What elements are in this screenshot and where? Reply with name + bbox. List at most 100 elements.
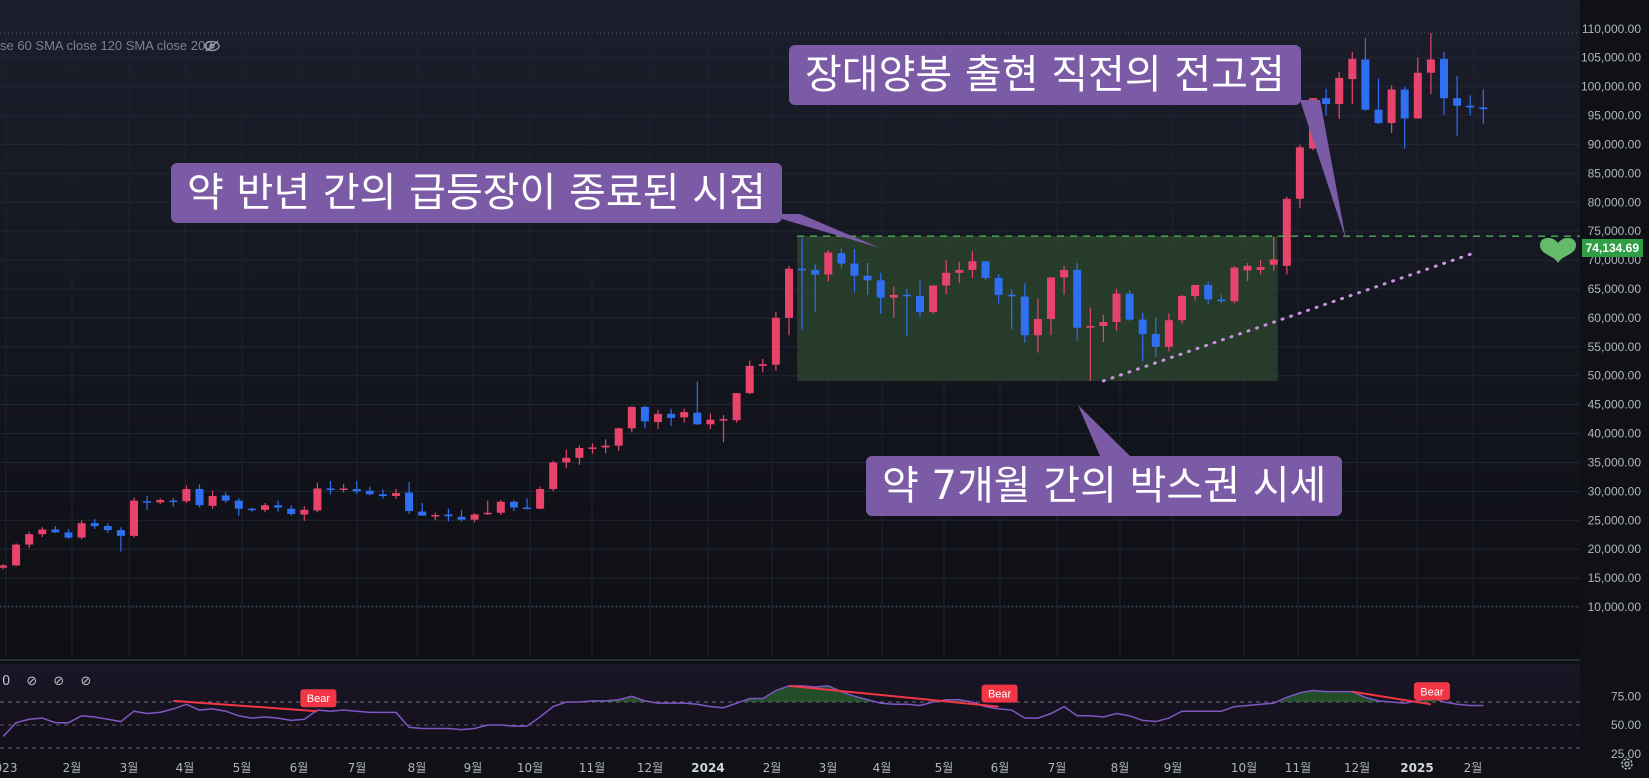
candle-body (785, 268, 793, 318)
candle-body (614, 428, 623, 446)
callout-pointers (765, 100, 1346, 456)
rsi-overbought-fill (743, 685, 875, 702)
price-tick-label: 40,000.00 (1588, 427, 1642, 441)
candle-body (1230, 267, 1239, 302)
price-tick-label: 85,000.00 (1588, 166, 1642, 180)
time-tick-label: 6월 (290, 761, 309, 775)
time-tick-label: 12월 (1344, 761, 1370, 775)
candle-body (929, 285, 938, 313)
candle-body (798, 268, 807, 271)
time-tick-label: 4월 (873, 761, 892, 775)
candle-body (850, 263, 859, 276)
bear-divergence-line (1352, 690, 1432, 706)
candle-body (1007, 294, 1016, 297)
callout-previous-high: 장대양봉 출현 직전의 전고점 (789, 45, 1301, 105)
price-tick-label: 105,000.00 (1581, 51, 1641, 65)
candle-body (706, 419, 715, 425)
candle-body (654, 413, 662, 422)
candle-body (1361, 59, 1370, 110)
rsi-line (2, 685, 1484, 738)
candle-body (588, 447, 597, 449)
pointer-previous-high (1300, 100, 1346, 240)
price-tick-label: 50,000.00 (1588, 369, 1642, 383)
candle-body (745, 365, 754, 394)
candle-body (287, 508, 296, 514)
axis-bg (1580, 0, 1649, 778)
candle-body (523, 507, 531, 510)
candles (0, 32, 1488, 570)
candle-body (955, 269, 964, 273)
candle-body (1269, 259, 1278, 265)
time-axis-bg (0, 756, 1580, 778)
time-tick-label: 2월 (1464, 761, 1483, 775)
rsi-visibility-toggles[interactable]: 0 ⊘ ⊘ ⊘ (2, 674, 98, 689)
candle-body (889, 294, 898, 298)
candle-body (234, 500, 243, 509)
candle-body (1125, 293, 1134, 320)
bear-badge (1413, 682, 1450, 701)
time-tick-label: 8월 (1111, 761, 1130, 775)
candle-body (1282, 198, 1291, 266)
candle-body (1322, 98, 1331, 104)
time-tick-label: 5월 (233, 761, 252, 775)
candle-body (1440, 58, 1448, 99)
pointer-box-range (1078, 405, 1130, 456)
price-tick-label: 10,000.00 (1588, 600, 1642, 614)
candle-body (562, 457, 571, 463)
time-tick-label: 2월 (763, 761, 782, 775)
candle-body (758, 364, 767, 366)
candle-body (1204, 284, 1213, 300)
candle-body (1466, 105, 1475, 108)
price-tick-label: 15,000.00 (1588, 571, 1642, 585)
candle-body (994, 278, 1003, 295)
candle-body (837, 253, 846, 264)
rsi-tick-label: 50.00 (1611, 718, 1641, 732)
candle-body (811, 269, 820, 275)
candle-body (916, 295, 924, 313)
time-tick-label: 8월 (408, 761, 427, 775)
indicator-legend[interactable]: se 60 SMA close 120 SMA close 200 (0, 38, 213, 53)
candle-body (483, 512, 492, 515)
eye-off-icon[interactable] (204, 40, 220, 52)
candle-body (51, 529, 60, 533)
candle-body (1151, 334, 1160, 347)
candle-body (405, 492, 414, 512)
candle-body (942, 272, 951, 286)
candle-body (261, 505, 269, 510)
time-tick-label: 2024 (691, 761, 724, 775)
candle-body (352, 489, 361, 492)
candle-body (1047, 277, 1055, 320)
candle-body (719, 419, 728, 421)
candle-body (496, 501, 505, 513)
price-tick-label: 80,000.00 (1588, 195, 1642, 209)
candle-body (549, 462, 558, 490)
candle-body (1191, 284, 1200, 296)
callout-rally-end: 약 반년 간의 급등장이 종료된 시점 (171, 163, 782, 223)
candle-body (130, 500, 138, 536)
candle-body (457, 516, 466, 520)
heart-icon[interactable] (1540, 237, 1576, 263)
time-tick-label: 2025 (1400, 761, 1433, 775)
candle-body (418, 511, 427, 516)
candle-body (1138, 319, 1147, 335)
candle-body (156, 500, 165, 503)
candle-body (1243, 265, 1252, 271)
rsi-pane-bg (0, 664, 1580, 756)
price-tick-label: 110,000.00 (1582, 22, 1641, 36)
bear-label: Bear (988, 689, 1012, 701)
candle-body (1099, 321, 1108, 326)
gear-icon[interactable] (1619, 756, 1635, 772)
candle-body (902, 294, 911, 297)
time-tick-label: 4월 (176, 761, 195, 775)
candle-body (627, 406, 636, 429)
candle-body (863, 275, 872, 281)
candle-body (771, 317, 780, 365)
candle-body (313, 488, 322, 511)
candle-body (143, 501, 152, 503)
price-tick-label: 20,000.00 (1588, 542, 1642, 556)
candle-body (326, 488, 335, 490)
candle-body (1112, 293, 1121, 322)
candle-body (25, 534, 34, 545)
candle-body (1374, 109, 1383, 124)
